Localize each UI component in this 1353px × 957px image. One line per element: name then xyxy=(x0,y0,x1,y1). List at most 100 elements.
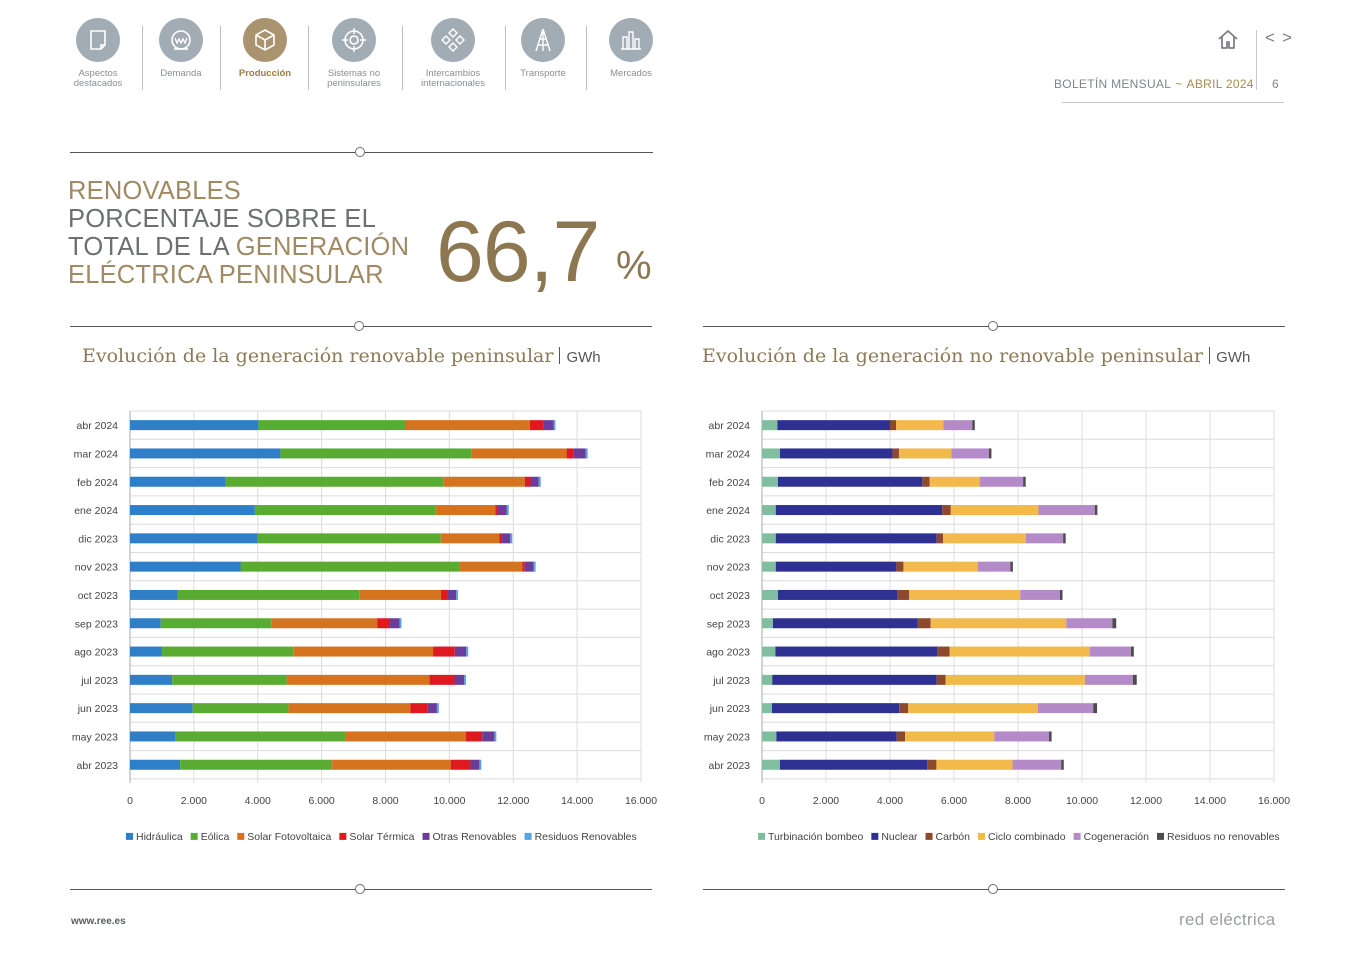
category-label: may 2023 xyxy=(704,731,750,743)
nav-label: Sistemas no peninsulares xyxy=(327,68,381,89)
bar-segment xyxy=(566,448,574,459)
rule-node-icon xyxy=(988,884,998,894)
bar-segment xyxy=(778,589,898,600)
category-label: abr 2024 xyxy=(77,420,119,432)
bar-segment xyxy=(762,476,778,487)
bar-segment xyxy=(772,618,918,629)
nav-item-demanda[interactable]: Demanda xyxy=(143,18,219,79)
category-label: feb 2024 xyxy=(77,477,118,489)
bar-segment xyxy=(771,703,900,714)
bar-segment xyxy=(1059,589,1063,600)
bar-segment xyxy=(950,505,1039,516)
bar-segment xyxy=(1037,703,1094,714)
bar-segment xyxy=(192,703,289,714)
bar-segment xyxy=(502,533,511,544)
legend-label: Ciclo combinado xyxy=(988,831,1066,843)
bar-segment xyxy=(762,646,776,657)
bar-segment xyxy=(459,561,523,572)
bar-segment xyxy=(225,476,444,487)
bar-segment xyxy=(943,420,973,431)
bar-segment xyxy=(130,533,258,544)
nav-divider xyxy=(142,26,143,90)
bar-segment xyxy=(977,561,1011,572)
bar-segment xyxy=(389,618,400,629)
bar-segment xyxy=(427,703,437,714)
kpi-title-line: ELÉCTRICA PENINSULAR xyxy=(68,261,384,289)
bar-segment xyxy=(429,674,455,685)
bar-segment xyxy=(762,618,773,629)
x-tick-label: 16.000 xyxy=(625,795,657,807)
chart-title-nonrenewable: Evolución de la generación no renovable … xyxy=(702,345,1250,367)
nav-item-mercados[interactable]: Mercados xyxy=(593,18,669,79)
nav-item-intercambios[interactable]: Intercambios internacionales xyxy=(415,18,491,89)
bar-segment xyxy=(175,731,345,742)
bar-segment xyxy=(240,561,460,572)
bar-segment xyxy=(130,476,226,487)
bar-segment xyxy=(942,505,951,516)
bar-segment xyxy=(917,618,931,629)
nav-label: Intercambios internacionales xyxy=(421,68,485,89)
nav-item-transporte[interactable]: Transporte xyxy=(505,18,581,79)
x-tick-label: 10.000 xyxy=(1066,795,1098,807)
home-icon[interactable] xyxy=(1215,27,1241,53)
bar-segment xyxy=(404,420,530,431)
kpi-title-part: TOTAL DE LA xyxy=(68,233,236,261)
legend-label: Solar Fotovoltaica xyxy=(247,831,331,843)
rule-node-icon xyxy=(988,321,998,331)
chart-title-text: Evolución de la generación renovable pen… xyxy=(82,345,554,367)
bar-segment xyxy=(573,448,586,459)
document-icon xyxy=(76,18,120,62)
bar-segment xyxy=(530,476,539,487)
bar-segment xyxy=(762,505,776,516)
bar-segment xyxy=(943,533,1026,544)
legend-swatch xyxy=(977,832,985,840)
bar-segment xyxy=(257,533,441,544)
bar-segment xyxy=(892,448,899,459)
prev-page-button[interactable]: < xyxy=(1265,28,1275,47)
nav-label: Aspectos destacados xyxy=(73,68,123,89)
bulletin-separator: ~ xyxy=(1175,77,1183,91)
category-label: abr 2023 xyxy=(77,760,119,772)
bar-segment xyxy=(927,759,937,770)
x-tick-label: 10.000 xyxy=(433,795,465,807)
kpi-title-part: GENERACIÓN xyxy=(235,233,410,261)
bar-segment xyxy=(1023,476,1026,487)
legend-swatch xyxy=(758,832,765,840)
category-label: ene 2024 xyxy=(706,505,750,517)
category-label: mar 2024 xyxy=(706,448,751,460)
bar-segment xyxy=(988,448,992,459)
bar-segment xyxy=(447,589,457,600)
bar-segment xyxy=(293,646,434,657)
bar-segment xyxy=(922,476,930,487)
next-page-button[interactable]: > xyxy=(1282,28,1292,47)
bar-segment xyxy=(762,420,778,431)
category-label: feb 2024 xyxy=(709,477,750,489)
nav-divider xyxy=(402,26,403,90)
renewable-chart: 0 2.000 4.000 6.000 8.000 10.000 12.000 14.000 1… xyxy=(72,410,657,843)
bar-segment xyxy=(456,589,458,600)
bar-segment xyxy=(776,731,897,742)
nav-item-aspectos[interactable]: Aspectos destacados xyxy=(60,18,136,89)
nav-item-sistemas[interactable]: Sistemas no peninsulares xyxy=(316,18,392,89)
x-tick-label: 6.000 xyxy=(308,795,334,807)
bar-segment xyxy=(994,731,1050,742)
bar-segment xyxy=(443,476,525,487)
bar-segment xyxy=(762,589,778,600)
exchange-icon xyxy=(431,18,475,62)
bar-segment xyxy=(130,589,178,600)
nav-item-produccion[interactable]: Producción xyxy=(227,18,303,79)
category-label: ago 2023 xyxy=(74,647,118,659)
bar-segment xyxy=(440,533,500,544)
bar-segment xyxy=(1094,505,1098,516)
category-label: jul 2023 xyxy=(80,675,118,687)
legend-swatch xyxy=(925,832,933,840)
category-label: ene 2024 xyxy=(74,505,118,517)
bar-segment xyxy=(130,646,162,657)
footer-url[interactable]: www.ree.es xyxy=(71,916,126,927)
page-number: 6 xyxy=(1272,77,1279,91)
title-divider xyxy=(1209,347,1211,364)
bar-segment xyxy=(937,646,950,657)
header-rule xyxy=(1062,102,1284,103)
nav-label: Transporte xyxy=(520,68,566,79)
title-divider xyxy=(559,347,561,364)
